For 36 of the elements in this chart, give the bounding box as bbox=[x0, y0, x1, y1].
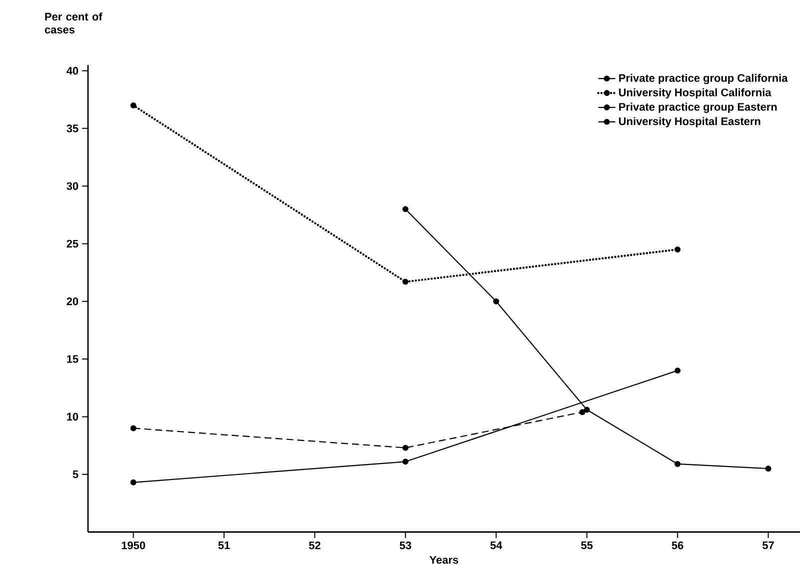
y-tick-label: 15 bbox=[67, 355, 78, 363]
legend-label: Private practice group California bbox=[619, 74, 788, 84]
legend-label: University Hospital California bbox=[619, 88, 772, 98]
x-tick-label: 52 bbox=[309, 542, 320, 550]
x-tick-label: 1950 bbox=[122, 542, 146, 550]
point bbox=[130, 479, 136, 486]
point bbox=[130, 425, 136, 432]
point bbox=[674, 368, 681, 374]
legend-label: Private practice group Eastern bbox=[619, 102, 777, 113]
point bbox=[402, 458, 408, 465]
y-tick-label: 10 bbox=[67, 412, 78, 421]
y-tick-label: 5 bbox=[72, 470, 78, 478]
x-tick-label: 56 bbox=[672, 542, 684, 550]
x-axis-title: Years bbox=[430, 556, 458, 564]
point bbox=[674, 246, 681, 252]
x-tick-label: 53 bbox=[400, 542, 412, 550]
y-tick-label: 30 bbox=[66, 182, 78, 190]
y-axis-title: Per cent of cases bbox=[44, 12, 102, 34]
point bbox=[579, 409, 586, 416]
x-tick-label: 54 bbox=[490, 542, 502, 550]
legend-label: University Hospital Eastern bbox=[619, 117, 760, 128]
y-tick-label: 20 bbox=[66, 298, 78, 306]
y-tick-label: 35 bbox=[66, 124, 78, 132]
y-tick-label: 25 bbox=[66, 240, 78, 248]
point bbox=[493, 298, 500, 304]
point bbox=[130, 102, 136, 108]
y-tick-label: 40 bbox=[66, 66, 78, 75]
point bbox=[584, 406, 590, 413]
x-tick-label: 55 bbox=[581, 542, 593, 550]
x-tick-label: 57 bbox=[762, 542, 774, 550]
point bbox=[765, 466, 772, 472]
point bbox=[402, 278, 408, 285]
point bbox=[402, 206, 408, 212]
point bbox=[674, 460, 681, 467]
point bbox=[402, 444, 408, 451]
x-tick-label: 51 bbox=[218, 542, 230, 550]
